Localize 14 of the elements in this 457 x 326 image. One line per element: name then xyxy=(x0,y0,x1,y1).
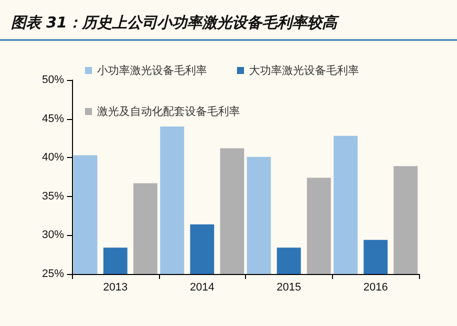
y-tick-label: 25% xyxy=(42,268,64,280)
y-tick-label: 30% xyxy=(42,229,64,242)
legend-label: 激光及自动化配套设备毛利率 xyxy=(97,105,240,118)
y-tick-label: 40% xyxy=(42,152,64,164)
y-tick-label: 50% xyxy=(42,74,64,86)
legend-label: 小功率激光设备毛利率 xyxy=(97,64,207,77)
y-tick-label: 35% xyxy=(42,190,64,202)
x-tick-label: 2016 xyxy=(363,282,388,294)
chart-title: 图表 31：历史上公司小功率激光设备毛利率较高 xyxy=(11,14,340,32)
x-tick-label: 2014 xyxy=(190,282,214,294)
legend-label: 大功率激光设备毛利率 xyxy=(249,64,359,77)
y-tick-label: 45% xyxy=(42,112,64,125)
x-tick-label: 2013 xyxy=(103,282,128,294)
x-tick-label: 2015 xyxy=(276,282,302,294)
